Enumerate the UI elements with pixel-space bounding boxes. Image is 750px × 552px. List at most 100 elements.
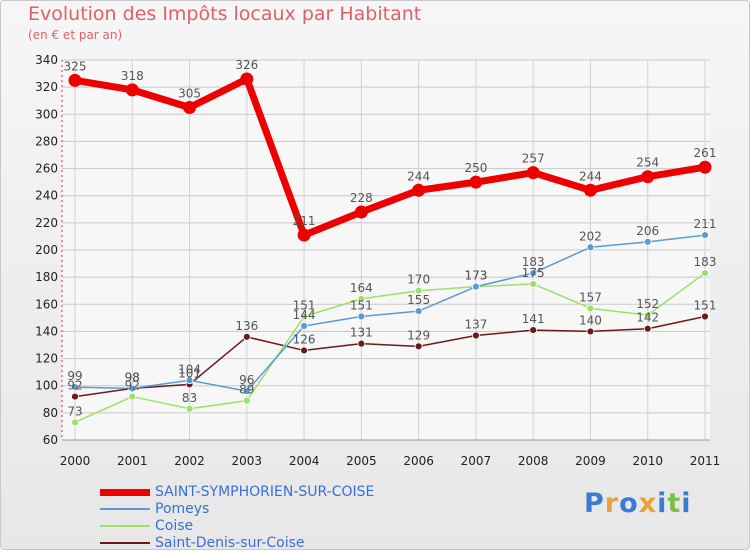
series-point-1 <box>242 387 251 396</box>
logo-letter: i <box>657 488 668 519</box>
x-tick-label: 2008 <box>518 454 549 468</box>
data-label-1: 144 <box>293 308 316 322</box>
series-point-0 <box>412 183 426 197</box>
data-label-2: 83 <box>182 391 197 405</box>
data-label-0: 305 <box>178 87 201 101</box>
legend-label: Saint-Denis-sur-Coise <box>155 535 305 551</box>
data-label-3: 131 <box>350 326 373 340</box>
data-label-1: 173 <box>464 269 487 283</box>
series-point-0 <box>183 101 197 114</box>
series-point-3 <box>242 332 251 341</box>
x-tick-label: 2007 <box>461 454 492 468</box>
series-point-2 <box>128 392 137 401</box>
data-label-0: 318 <box>121 69 144 83</box>
data-label-0: 228 <box>350 191 373 205</box>
x-tick-label: 2011 <box>690 454 721 468</box>
series-point-0 <box>583 183 597 197</box>
series-point-2 <box>529 280 538 288</box>
series-point-2 <box>300 312 308 321</box>
logo-letter: i <box>681 488 692 519</box>
y-tick-label: 120 <box>35 352 58 366</box>
data-label-0: 254 <box>636 156 659 170</box>
series-point-1 <box>185 376 194 385</box>
chart-subtitle: (en € et par an) <box>28 28 123 42</box>
data-label-3: 101 <box>178 366 201 380</box>
data-label-3: 126 <box>293 332 316 346</box>
legend-swatch <box>100 488 150 496</box>
x-tick-label: 2002 <box>174 454 205 468</box>
series-point-1 <box>128 384 137 393</box>
legend-label: Pomeys <box>155 501 210 517</box>
data-label-2: 151 <box>293 299 316 313</box>
legend-swatch <box>100 525 150 527</box>
data-label-3: 98 <box>125 370 140 384</box>
series-point-3 <box>701 312 709 321</box>
data-label-1: 211 <box>694 217 717 231</box>
y-tick-label: 240 <box>35 189 58 203</box>
data-label-1: 202 <box>579 229 602 243</box>
series-point-2 <box>71 418 79 427</box>
x-tick-label: 2010 <box>632 454 663 468</box>
series-point-0 <box>240 72 254 86</box>
y-tick-label: 200 <box>35 243 58 257</box>
series-point-3 <box>643 324 652 333</box>
data-label-0: 257 <box>522 152 545 166</box>
data-label-2: 73 <box>67 404 82 418</box>
series-point-0 <box>698 160 712 174</box>
data-label-3: 136 <box>235 319 258 333</box>
proxiti-logo: Proxiti <box>584 488 692 519</box>
data-label-3: 140 <box>579 313 602 327</box>
data-label-1: 151 <box>350 299 373 313</box>
series-point-2 <box>242 396 251 405</box>
data-label-0: 244 <box>579 169 602 183</box>
data-label-3: 129 <box>407 328 430 342</box>
series-point-2 <box>701 269 709 277</box>
legend-swatch <box>100 508 150 510</box>
series-point-1 <box>357 312 366 321</box>
data-label-0: 250 <box>464 161 487 175</box>
y-tick-label: 320 <box>35 80 58 94</box>
data-label-3: 92 <box>67 379 82 393</box>
data-label-3: 141 <box>522 312 545 326</box>
data-label-3: 151 <box>694 299 717 313</box>
data-label-2: 152 <box>636 297 659 311</box>
series-line-2 <box>74 272 706 424</box>
y-tick-label: 60 <box>43 433 58 447</box>
data-label-1: 96 <box>239 373 254 387</box>
series-point-0 <box>297 228 311 242</box>
series-point-1 <box>586 243 595 252</box>
series-point-3 <box>71 392 79 401</box>
series-point-2 <box>357 294 366 303</box>
legend-label: Coise <box>155 518 194 534</box>
series-point-2 <box>185 404 194 413</box>
series-point-0 <box>469 175 483 189</box>
y-tick-label: 180 <box>35 270 58 284</box>
data-label-0: 244 <box>407 169 430 183</box>
logo-letter: t <box>667 488 682 519</box>
y-tick-label: 280 <box>35 134 58 148</box>
x-tick-label: 2000 <box>60 454 91 468</box>
x-tick-label: 2009 <box>575 454 606 468</box>
series-line-3 <box>74 315 706 398</box>
x-tick-label: 2004 <box>289 454 320 468</box>
data-label-2: 175 <box>522 266 545 280</box>
series-point-0 <box>526 166 540 180</box>
x-tick-label: 2001 <box>117 454 148 468</box>
series-point-3 <box>472 331 480 340</box>
data-label-1: 206 <box>636 224 659 238</box>
series-point-1 <box>300 322 308 330</box>
logo-letter: r <box>604 488 620 519</box>
data-label-0: 211 <box>293 214 316 228</box>
series-point-3 <box>414 342 423 351</box>
series-point-1 <box>643 237 652 246</box>
x-tick-label: 2006 <box>403 454 434 468</box>
data-label-2: 173 <box>464 269 487 283</box>
data-label-1: 99 <box>67 369 82 383</box>
x-tick-label: 2005 <box>346 454 377 468</box>
y-tick-label: 160 <box>35 297 58 311</box>
series-point-1 <box>529 269 538 277</box>
y-tick-label: 100 <box>35 379 58 393</box>
y-tick-label: 340 <box>35 53 58 67</box>
series-point-1 <box>71 383 79 391</box>
data-label-2: 92 <box>125 379 140 393</box>
